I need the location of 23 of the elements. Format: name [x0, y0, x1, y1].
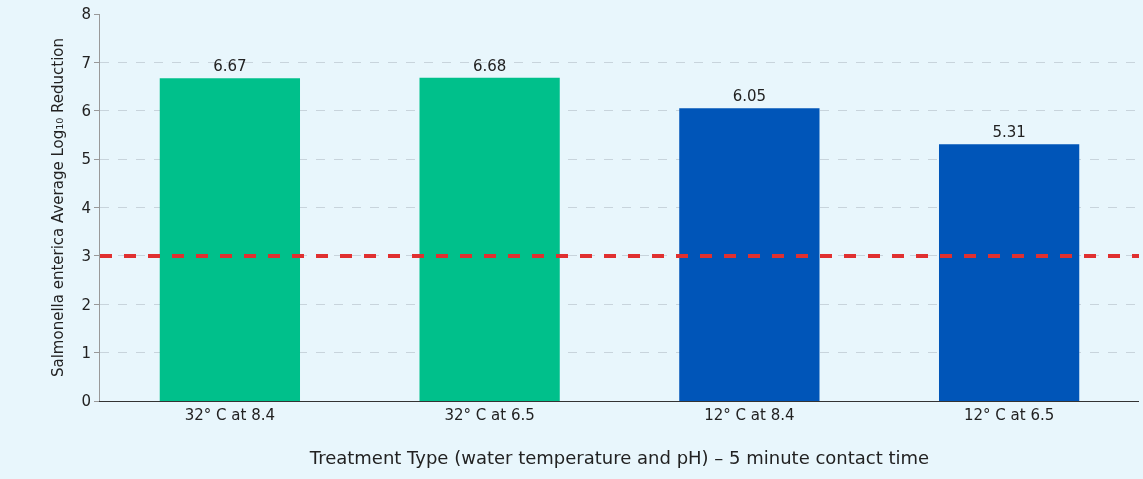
x-tick-label: 12° C at 6.5 [963, 406, 1055, 424]
y-tick-label: 8 [81, 5, 91, 24]
y-tick-label: 5 [81, 150, 91, 169]
data-label: 6.68 [472, 56, 507, 75]
bar [419, 77, 560, 401]
data-label: 5.31 [992, 123, 1026, 142]
y-tick-label: 4 [81, 198, 91, 217]
bar [679, 108, 820, 401]
x-tick-label: 12° C at 8.4 [704, 406, 795, 424]
data-label: 6.67 [213, 57, 247, 76]
x-axis-title: Treatment Type (water temperature and pH) – 5 minute contact time [308, 447, 930, 469]
x-tick-label: 32° C at 6.5 [444, 406, 535, 424]
y-tick-label: 2 [81, 295, 91, 314]
y-tick-label: 6 [81, 102, 91, 120]
bar [938, 144, 1080, 401]
y-tick-label: 1 [81, 343, 91, 362]
y-tick-label: 7 [81, 53, 91, 72]
data-label: 6.05 [732, 87, 767, 106]
y-tick-label: 3 [81, 247, 91, 266]
y-axis-title: Salmonella enterica Average Log₁₀ Reduction [48, 37, 67, 378]
x-tick-label: 32° C at 8.4 [184, 406, 276, 424]
y-tick-label: 0 [81, 392, 91, 411]
bar [159, 78, 301, 401]
